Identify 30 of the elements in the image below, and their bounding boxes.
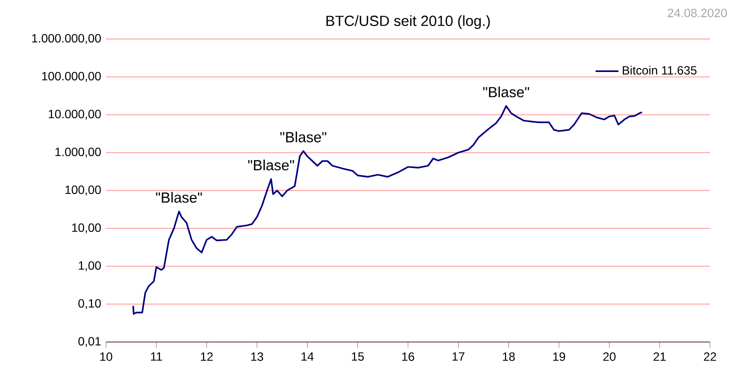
x-tick-label: 20 <box>603 352 616 361</box>
y-tick-label: 1.000,00 <box>56 148 101 158</box>
x-tick-label: 10 <box>100 352 112 361</box>
annotation: "Blase" <box>483 86 530 98</box>
y-tick-label: 100.000,00 <box>42 72 101 82</box>
annotation: "Blase" <box>248 160 294 170</box>
x-tick-label: 12 <box>200 352 213 361</box>
y-tick-label: 0,10 <box>78 299 101 310</box>
x-tick-label: 15 <box>352 352 364 361</box>
x-tick-label: 16 <box>402 352 414 361</box>
x-tick-label: 18 <box>502 352 515 361</box>
chart-title: BTC/USD seit 2010 (log.) <box>326 15 490 29</box>
text: 24.08.2020 <box>668 8 727 18</box>
x-tick-label: 17 <box>452 352 464 361</box>
legend-label: Bitcoin 11.635 <box>622 66 697 75</box>
y-tick-label: 10,00 <box>72 223 101 234</box>
y-tick-label: 1.000.000,00 <box>32 34 101 44</box>
annotation: "Blase" <box>280 132 326 142</box>
x-tick-label: 21 <box>654 352 666 361</box>
x-tick-label: 13 <box>251 352 264 361</box>
x-tick-label: 14 <box>302 352 314 361</box>
y-tick-label: 100,00 <box>66 186 101 196</box>
x-tick-label: 11 <box>151 352 162 361</box>
x-tick-label: 19 <box>553 352 566 361</box>
y-tick-label: 1,00 <box>78 261 101 272</box>
y-tick-label: 0,01 <box>78 337 101 347</box>
line-series <box>132 105 643 315</box>
annotation: "Blase" <box>156 192 202 203</box>
y-tick-label: 10.000,00 <box>48 110 101 120</box>
x-tick-label: 22 <box>704 352 716 361</box>
